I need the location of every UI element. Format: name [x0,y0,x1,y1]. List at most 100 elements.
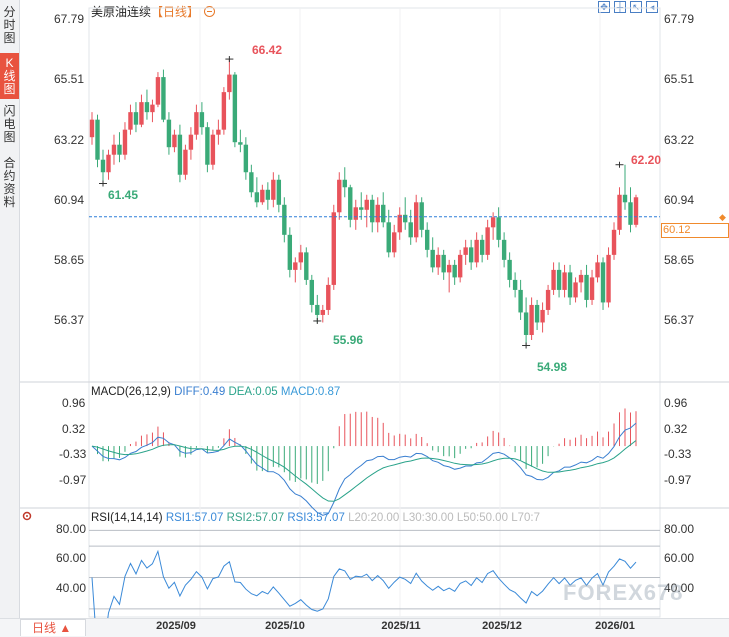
candle-body [414,202,419,238]
candle-body [337,179,342,213]
macd-diff-value: DIFF:0.49 [174,386,226,398]
candle-body [309,279,314,305]
candle-body [221,92,227,130]
kline-chart[interactable]: 67.79 65.51 63.22 60.94 58.65 56.37 67.7… [0,0,729,618]
candle-body [265,189,271,200]
price-tick: 63.22 [54,133,84,147]
rsi-tick: 80.00 [56,522,86,536]
macd-diff-line [91,422,637,516]
candle-body [386,222,391,253]
candle-body [622,194,628,203]
candle-body [260,189,265,203]
candle-body [567,272,573,298]
candle-body [518,289,523,313]
candle-body [172,134,177,148]
candle-body [556,269,562,290]
rsi-label: RSI(14,14,14) [91,512,163,524]
macd-tick: 0.96 [62,396,86,410]
back-icon[interactable]: ◂ [646,1,658,13]
x-axis-label: 2025/12 [482,620,522,632]
circle-minus-icon[interactable] [204,6,216,17]
candle-body [490,217,496,228]
candle-body [111,144,117,155]
tab-intraday[interactable]: 分时图 [3,5,16,45]
candle-body [540,309,545,323]
candle-body [463,247,468,255]
candle-body [304,252,309,280]
candle-body [419,202,424,230]
candle-body [611,229,617,255]
candle-body [375,204,380,223]
candle-body [441,254,446,273]
macd-tick: 0.96 [664,396,688,410]
candle-body [100,159,106,173]
rsi-l20: L20:20.00 [348,512,400,524]
candle-body [139,102,144,125]
candle-body [446,264,452,273]
macd-hist-value: MACD:0.87 [280,386,341,398]
macd-label: MACD(26,12,9) [91,386,171,398]
candle-body [381,204,386,223]
rsi-panel [89,529,660,618]
rsi-tick: 40.00 [56,581,86,595]
candle-body [628,202,633,225]
candle-body [452,264,457,278]
price-tick: 60.94 [54,193,84,207]
rsi-line [91,549,637,618]
x-axis-label: 2025/11 [381,620,421,632]
candle-body [529,304,534,335]
price-tick: 58.65 [54,253,84,267]
candle-body [562,272,567,290]
chart-frame [88,7,661,618]
candle-body [150,104,155,113]
candle-body [205,127,210,165]
candle-body [166,119,172,148]
grid [199,8,601,617]
rsi-tick: 60.00 [664,551,694,565]
candle-body [424,229,430,250]
candle-body [298,252,304,263]
candle-body [106,154,111,173]
candle-body [474,239,479,263]
candle-body [370,199,375,223]
expand-icon[interactable]: ✥ [598,1,610,13]
price-tick: 65.51 [54,72,84,86]
crosshair-icon[interactable]: ┼ [614,1,626,13]
candle-body [177,134,183,175]
price-tick: 67.79 [54,12,84,26]
candle-body [359,207,364,210]
macd-panel [91,408,637,516]
candle-body [249,172,254,193]
cursor-icon[interactable]: ↖ [630,1,642,13]
candle-body [128,112,133,130]
price-alert-icon[interactable]: ◆ [719,212,726,222]
candle-body [468,247,474,263]
candle-body [320,309,325,315]
tab-contract-info[interactable]: 合约资料 [3,156,16,209]
rsi2-value: RSI2:57.07 [226,512,285,524]
period-selector-button[interactable]: 日线 ▲ [20,619,86,636]
price-tick: 65.51 [664,72,694,86]
macd-legend: MACD(26,12,9) DIFF:0.49 DEA:0.05 MACD:0.… [91,386,340,398]
x-axis-label: 2025/10 [265,620,305,632]
candle-body [232,74,238,143]
candle-body [633,197,639,225]
candle-body [161,77,166,120]
macd-tick: 0.32 [664,422,688,436]
macd-dea-value: DEA:0.05 [228,386,278,398]
candle-body [315,304,320,315]
candle-body [183,149,188,175]
candle-body [457,254,463,278]
time-axis-bar [0,618,729,637]
tab-kline[interactable]: K线图 [0,53,19,99]
price-tick: 67.79 [664,12,694,26]
candle-body [606,254,611,303]
gear-icon[interactable] [22,511,32,521]
macd-dea-line [91,440,637,502]
candle-body [578,274,584,283]
annotation-high1: 66.42 [252,43,282,57]
price-tick: 58.65 [664,253,694,267]
candle-body [293,262,298,270]
candle-body [117,144,122,155]
tab-flash[interactable]: 闪电图 [3,104,16,144]
